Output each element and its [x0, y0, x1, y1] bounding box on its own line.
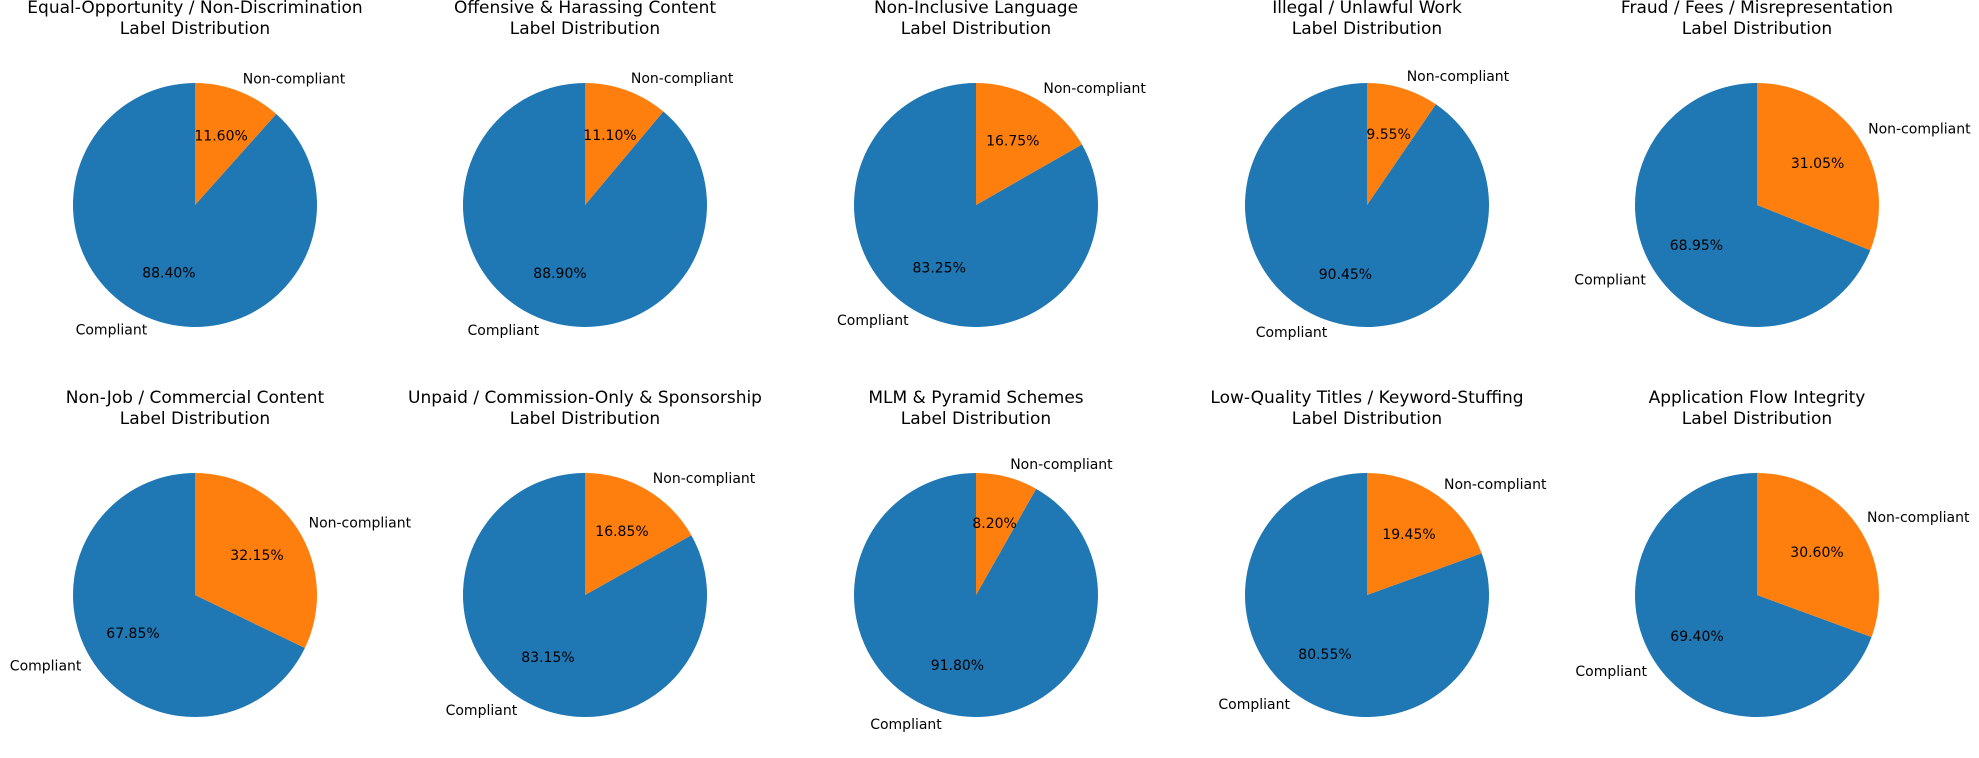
compliant-percent-label: 67.85%: [106, 626, 159, 642]
compliant-slice: [853, 473, 1098, 717]
compliant-percent-label: 80.55%: [1298, 647, 1351, 663]
non-compliant-slice: [195, 83, 277, 205]
compliant-category-label: Compliant: [1575, 664, 1647, 680]
non-compliant-slice: [1757, 83, 1879, 251]
chart-title: Non-Job / Commercial Content: [66, 388, 325, 408]
compliant-slice: [462, 473, 707, 717]
chart-title: Application Flow Integrity: [1649, 388, 1866, 408]
chart-title: Equal-Opportunity / Non-Discrimination: [27, 0, 362, 18]
non-compliant-percent-label: 11.60%: [194, 129, 247, 145]
non-compliant-percent-label: 16.85%: [595, 524, 648, 540]
non-compliant-slice: [1757, 473, 1880, 638]
compliant-category-label: Compliant: [10, 658, 82, 674]
chart-subtitle: Label Distribution: [120, 409, 270, 429]
chart-title: Low-Quality Titles / Keyword-Stuffing: [1210, 388, 1523, 408]
compliant-percent-label: 83.25%: [913, 260, 966, 276]
compliant-category-label: Compliant: [870, 717, 942, 733]
chart-title: Offensive & Harassing Content: [454, 0, 716, 18]
non-compliant-percent-label: 16.75%: [986, 134, 1039, 150]
non-compliant-slice: [195, 473, 317, 648]
non-compliant-category-label: Non-compliant: [1444, 477, 1547, 493]
chart-subtitle: Label Distribution: [1292, 19, 1442, 39]
chart-subtitle: Label Distribution: [510, 19, 660, 39]
chart-subtitle: Label Distribution: [1682, 409, 1832, 429]
non-compliant-slice: [1367, 473, 1482, 595]
pie-chart-7: Unpaid / Commission-Only & SponsorshipLa…: [408, 388, 762, 719]
non-compliant-category-label: Non-compliant: [1043, 81, 1146, 97]
chart-subtitle: Label Distribution: [120, 19, 270, 39]
non-compliant-slice: [976, 83, 1082, 205]
compliant-percent-label: 69.40%: [1670, 629, 1723, 645]
compliant-category-label: Compliant: [76, 322, 148, 338]
compliant-slice: [853, 83, 1098, 327]
compliant-percent-label: 88.90%: [533, 266, 586, 282]
chart-subtitle: Label Distribution: [1292, 409, 1442, 429]
compliant-percent-label: 91.80%: [931, 658, 984, 674]
compliant-percent-label: 83.15%: [521, 650, 574, 666]
non-compliant-category-label: Non-compliant: [1867, 510, 1970, 526]
non-compliant-percent-label: 19.45%: [1382, 527, 1435, 543]
non-compliant-percent-label: 32.15%: [230, 548, 283, 564]
non-compliant-category-label: Non-compliant: [653, 471, 756, 487]
chart-subtitle: Label Distribution: [510, 409, 660, 429]
non-compliant-slice: [1367, 83, 1436, 205]
non-compliant-category-label: Non-compliant: [1407, 69, 1510, 85]
chart-title: MLM & Pyramid Schemes: [868, 388, 1083, 408]
pie-chart-1: Equal-Opportunity / Non-DiscriminationLa…: [27, 0, 362, 338]
non-compliant-category-label: Non-compliant: [1868, 122, 1971, 138]
chart-title: Unpaid / Commission-Only & Sponsorship: [408, 388, 762, 408]
non-compliant-slice: [585, 83, 664, 205]
compliant-slice: [1245, 83, 1490, 328]
non-compliant-percent-label: 9.55%: [1366, 127, 1410, 143]
compliant-category-label: Compliant: [837, 313, 909, 329]
compliant-category-label: Compliant: [1218, 697, 1290, 713]
compliant-percent-label: 90.45%: [1319, 267, 1372, 283]
pie-chart-9: Low-Quality Titles / Keyword-StuffingLab…: [1210, 388, 1547, 717]
compliant-slice: [1245, 473, 1490, 717]
non-compliant-category-label: Non-compliant: [631, 71, 734, 87]
chart-title: Non-Inclusive Language: [874, 0, 1078, 18]
chart-title: Illegal / Unlawful Work: [1272, 0, 1462, 18]
compliant-slice: [72, 473, 305, 717]
non-compliant-percent-label: 30.60%: [1790, 545, 1843, 561]
chart-subtitle: Label Distribution: [901, 19, 1051, 39]
chart-subtitle: Label Distribution: [901, 409, 1051, 429]
compliant-category-label: Compliant: [1256, 325, 1328, 341]
chart-title: Fraud / Fees / Misrepresentation: [1621, 0, 1893, 18]
non-compliant-category-label: Non-compliant: [309, 516, 412, 532]
compliant-category-label: Compliant: [468, 323, 540, 339]
non-compliant-category-label: Non-compliant: [243, 72, 346, 88]
compliant-slice: [1635, 473, 1872, 718]
non-compliant-slice: [976, 473, 1037, 595]
non-compliant-percent-label: 8.20%: [972, 516, 1016, 532]
compliant-category-label: Compliant: [446, 703, 518, 719]
compliant-slice: [72, 83, 317, 328]
non-compliant-category-label: Non-compliant: [1010, 457, 1113, 473]
chart-subtitle: Label Distribution: [1682, 19, 1832, 39]
compliant-percent-label: 68.95%: [1670, 238, 1723, 254]
compliant-slice: [462, 83, 707, 327]
non-compliant-slice: [585, 472, 692, 595]
non-compliant-percent-label: 11.10%: [583, 128, 636, 144]
compliant-slice: [1634, 83, 1871, 327]
compliant-category-label: Compliant: [1574, 272, 1646, 288]
non-compliant-percent-label: 31.05%: [1791, 156, 1844, 172]
compliant-percent-label: 88.40%: [142, 265, 195, 281]
